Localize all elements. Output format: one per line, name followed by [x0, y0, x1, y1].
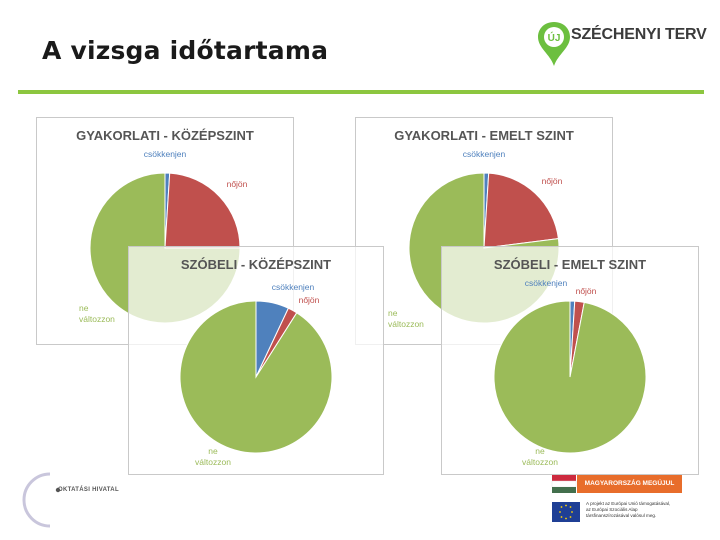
label-csokkenjen: csökkenjen [463, 149, 506, 159]
chart-title: SZÓBELI - EMELT SZINT [493, 257, 647, 272]
eu-flags [551, 475, 580, 522]
logo-mark: ÚJ [548, 31, 561, 44]
slice-ne-valtozzon [493, 300, 647, 454]
title-divider [18, 90, 704, 94]
label-nojon: nőjön [542, 176, 563, 186]
label-ne-valtozzon: ne változzon [79, 303, 115, 324]
chart-panel-szobeli-emelt: csökkenjen nőjön ne változzon SZÓBELI - EME… [441, 246, 699, 475]
szechenyi-terv-logo: ÚJ [538, 22, 570, 66]
label-ne-valtozzon: ne változzon [195, 446, 231, 467]
label-ne-valtozzon: ne változzon [388, 308, 424, 329]
label-csokkenjen: csökkenjen [525, 278, 568, 288]
slide-title: A vizsga időtartama [42, 36, 329, 65]
logo-text: SZÉCHENYI TERV [571, 26, 707, 43]
pie-chart-szobeli-kozepszint: csökkenjen nőjön ne változzon [179, 282, 333, 467]
slice-nojon [164, 172, 241, 249]
label-ne-valtozzon: ne változzon [522, 446, 558, 467]
oktatasi-hivatal-text: OKTATÁSI HIVATAL [58, 487, 119, 493]
chart-panel-szobeli-kozepszint: csökkenjen nőjön ne változzon SZÓBELI - KÖZ… [128, 246, 384, 475]
chart-title: GYAKORLATI - EMELT SZINT [394, 128, 574, 143]
pie-chart-szobeli-emelt: csökkenjen nőjön ne változzon [493, 278, 647, 467]
label-nojon: nőjön [576, 286, 597, 296]
chart-title: GYAKORLATI - KÖZÉPSZINT [76, 128, 254, 143]
oktatasi-hivatal-logo [22, 472, 61, 528]
label-csokkenjen: csökkenjen [272, 282, 315, 292]
slice-nojon [483, 172, 559, 249]
label-csokkenjen: csökkenjen [144, 149, 187, 159]
label-nojon: nőjön [227, 179, 248, 189]
magyarorszag-megujul-banner: MAGYARORSZÁG MEGÚJUL [577, 475, 682, 493]
chart-title: SZÓBELI - KÖZÉPSZINT [180, 257, 332, 272]
label-nojon: nőjön [299, 295, 320, 305]
slice-ne-valtozzon [179, 300, 333, 454]
eu-funding-text: A projekt az Európai Unió támogatásával,… [586, 501, 671, 518]
